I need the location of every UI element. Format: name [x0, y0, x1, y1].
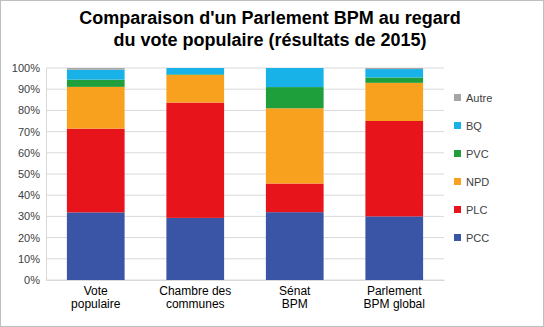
y-tick: 100% [12, 62, 46, 74]
series [67, 68, 423, 70]
title: Comparaison d'un Parlement BPM au regard… [79, 8, 460, 50]
legend-label: NPD [466, 176, 489, 188]
bar-segment [67, 212, 125, 280]
y-axis: 0% 10% 20% 30% 40% 50% 60% 70% 80% 90% 100% [12, 62, 47, 286]
y-tick-label: 60% [18, 147, 40, 159]
y-tick-label: 40% [18, 189, 40, 201]
y-tick-label: 50% [18, 168, 40, 180]
x-tick-label: Chambre descommunes [159, 284, 231, 312]
y-tick: 80% [18, 104, 46, 116]
bars [67, 68, 423, 280]
bar-segment [67, 129, 125, 213]
bar-segment [266, 68, 324, 69]
legend: Autre BQ PVC NPD PLC PCC [454, 92, 492, 244]
y-tick-label: 90% [18, 83, 40, 95]
x-axis: Votepopulaire Chambre descommunes SénatBPM… [47, 280, 445, 311]
y-tick: 40% [18, 189, 46, 201]
bar-segment [67, 80, 125, 87]
legend-item: NPD [454, 176, 489, 188]
y-tick-label: 20% [18, 232, 40, 244]
y-tick: 70% [18, 126, 46, 138]
y-tick-label: 70% [18, 126, 40, 138]
series [67, 212, 423, 280]
y-tick: 10% [18, 253, 46, 265]
bar-segment [365, 216, 423, 280]
legend-label: PLC [466, 204, 487, 216]
bar-segment [266, 108, 324, 183]
bar-segment [365, 78, 423, 83]
bar-segment [266, 87, 324, 108]
x-tick: Votepopulaire [71, 280, 121, 311]
bar-segment [166, 75, 224, 103]
legend-label: Autre [466, 92, 492, 104]
legend-item: PCC [454, 232, 489, 244]
legend-swatch [454, 94, 461, 101]
bar-segment [166, 68, 224, 74]
x-tick: ParlementBPM global [364, 280, 425, 311]
x-tick-label: Votepopulaire [71, 284, 121, 312]
legend-swatch [454, 234, 461, 241]
series [67, 68, 423, 87]
y-tick-label: 100% [12, 62, 40, 74]
y-axis-line [46, 69, 47, 281]
bar-segment [365, 68, 423, 69]
bar-segment [166, 68, 224, 69]
y-tick: 0% [24, 274, 46, 286]
y-tick: 20% [18, 232, 46, 244]
y-tick: 50% [18, 168, 46, 180]
bar-segment [67, 70, 125, 80]
series [67, 75, 423, 184]
bar-segment [365, 69, 423, 77]
x-axis-line [47, 280, 445, 281]
y-tick: 90% [18, 83, 46, 95]
legend-swatch [454, 122, 461, 129]
y-tick: 30% [18, 210, 46, 222]
x-tick-label: SénatBPM [279, 284, 311, 312]
y-tick: 60% [18, 147, 46, 159]
bar-segment [365, 83, 423, 121]
legend-item: Autre [454, 92, 492, 104]
y-tick-label: 80% [18, 104, 40, 116]
bar-segment [67, 68, 125, 70]
y-tick-label: 0% [24, 274, 40, 286]
legend-item: BQ [454, 120, 482, 132]
bar-segment [67, 87, 125, 129]
legend-swatch [454, 206, 461, 213]
legend-item: PVC [454, 148, 489, 160]
bar-segment [166, 218, 224, 280]
x-tick-label: ParlementBPM global [364, 284, 425, 312]
legend-label: BQ [466, 120, 482, 132]
chart-frame [1, 1, 544, 327]
bar-segment [266, 68, 324, 87]
x-tick: SénatBPM [279, 280, 311, 311]
y-tick-label: 30% [18, 210, 40, 222]
grid [46, 68, 444, 280]
bar-segment [166, 103, 224, 218]
bar-segment [266, 184, 324, 213]
legend-item: PLC [454, 204, 487, 216]
y-tick-label: 10% [18, 253, 40, 265]
plot: 0% 10% 20% 30% 40% 50% 60% 70% 80% 90% 100% Votepop… [12, 62, 445, 311]
bar-segment [266, 212, 324, 280]
legend-swatch [454, 150, 461, 157]
bar-segment [365, 121, 423, 216]
legend-label: PCC [466, 232, 489, 244]
chart: Comparaison d'un Parlement BPM au regard… [0, 0, 544, 327]
legend-label: PVC [466, 148, 489, 160]
x-tick: Chambre descommunes [159, 280, 231, 311]
legend-swatch [454, 178, 461, 185]
